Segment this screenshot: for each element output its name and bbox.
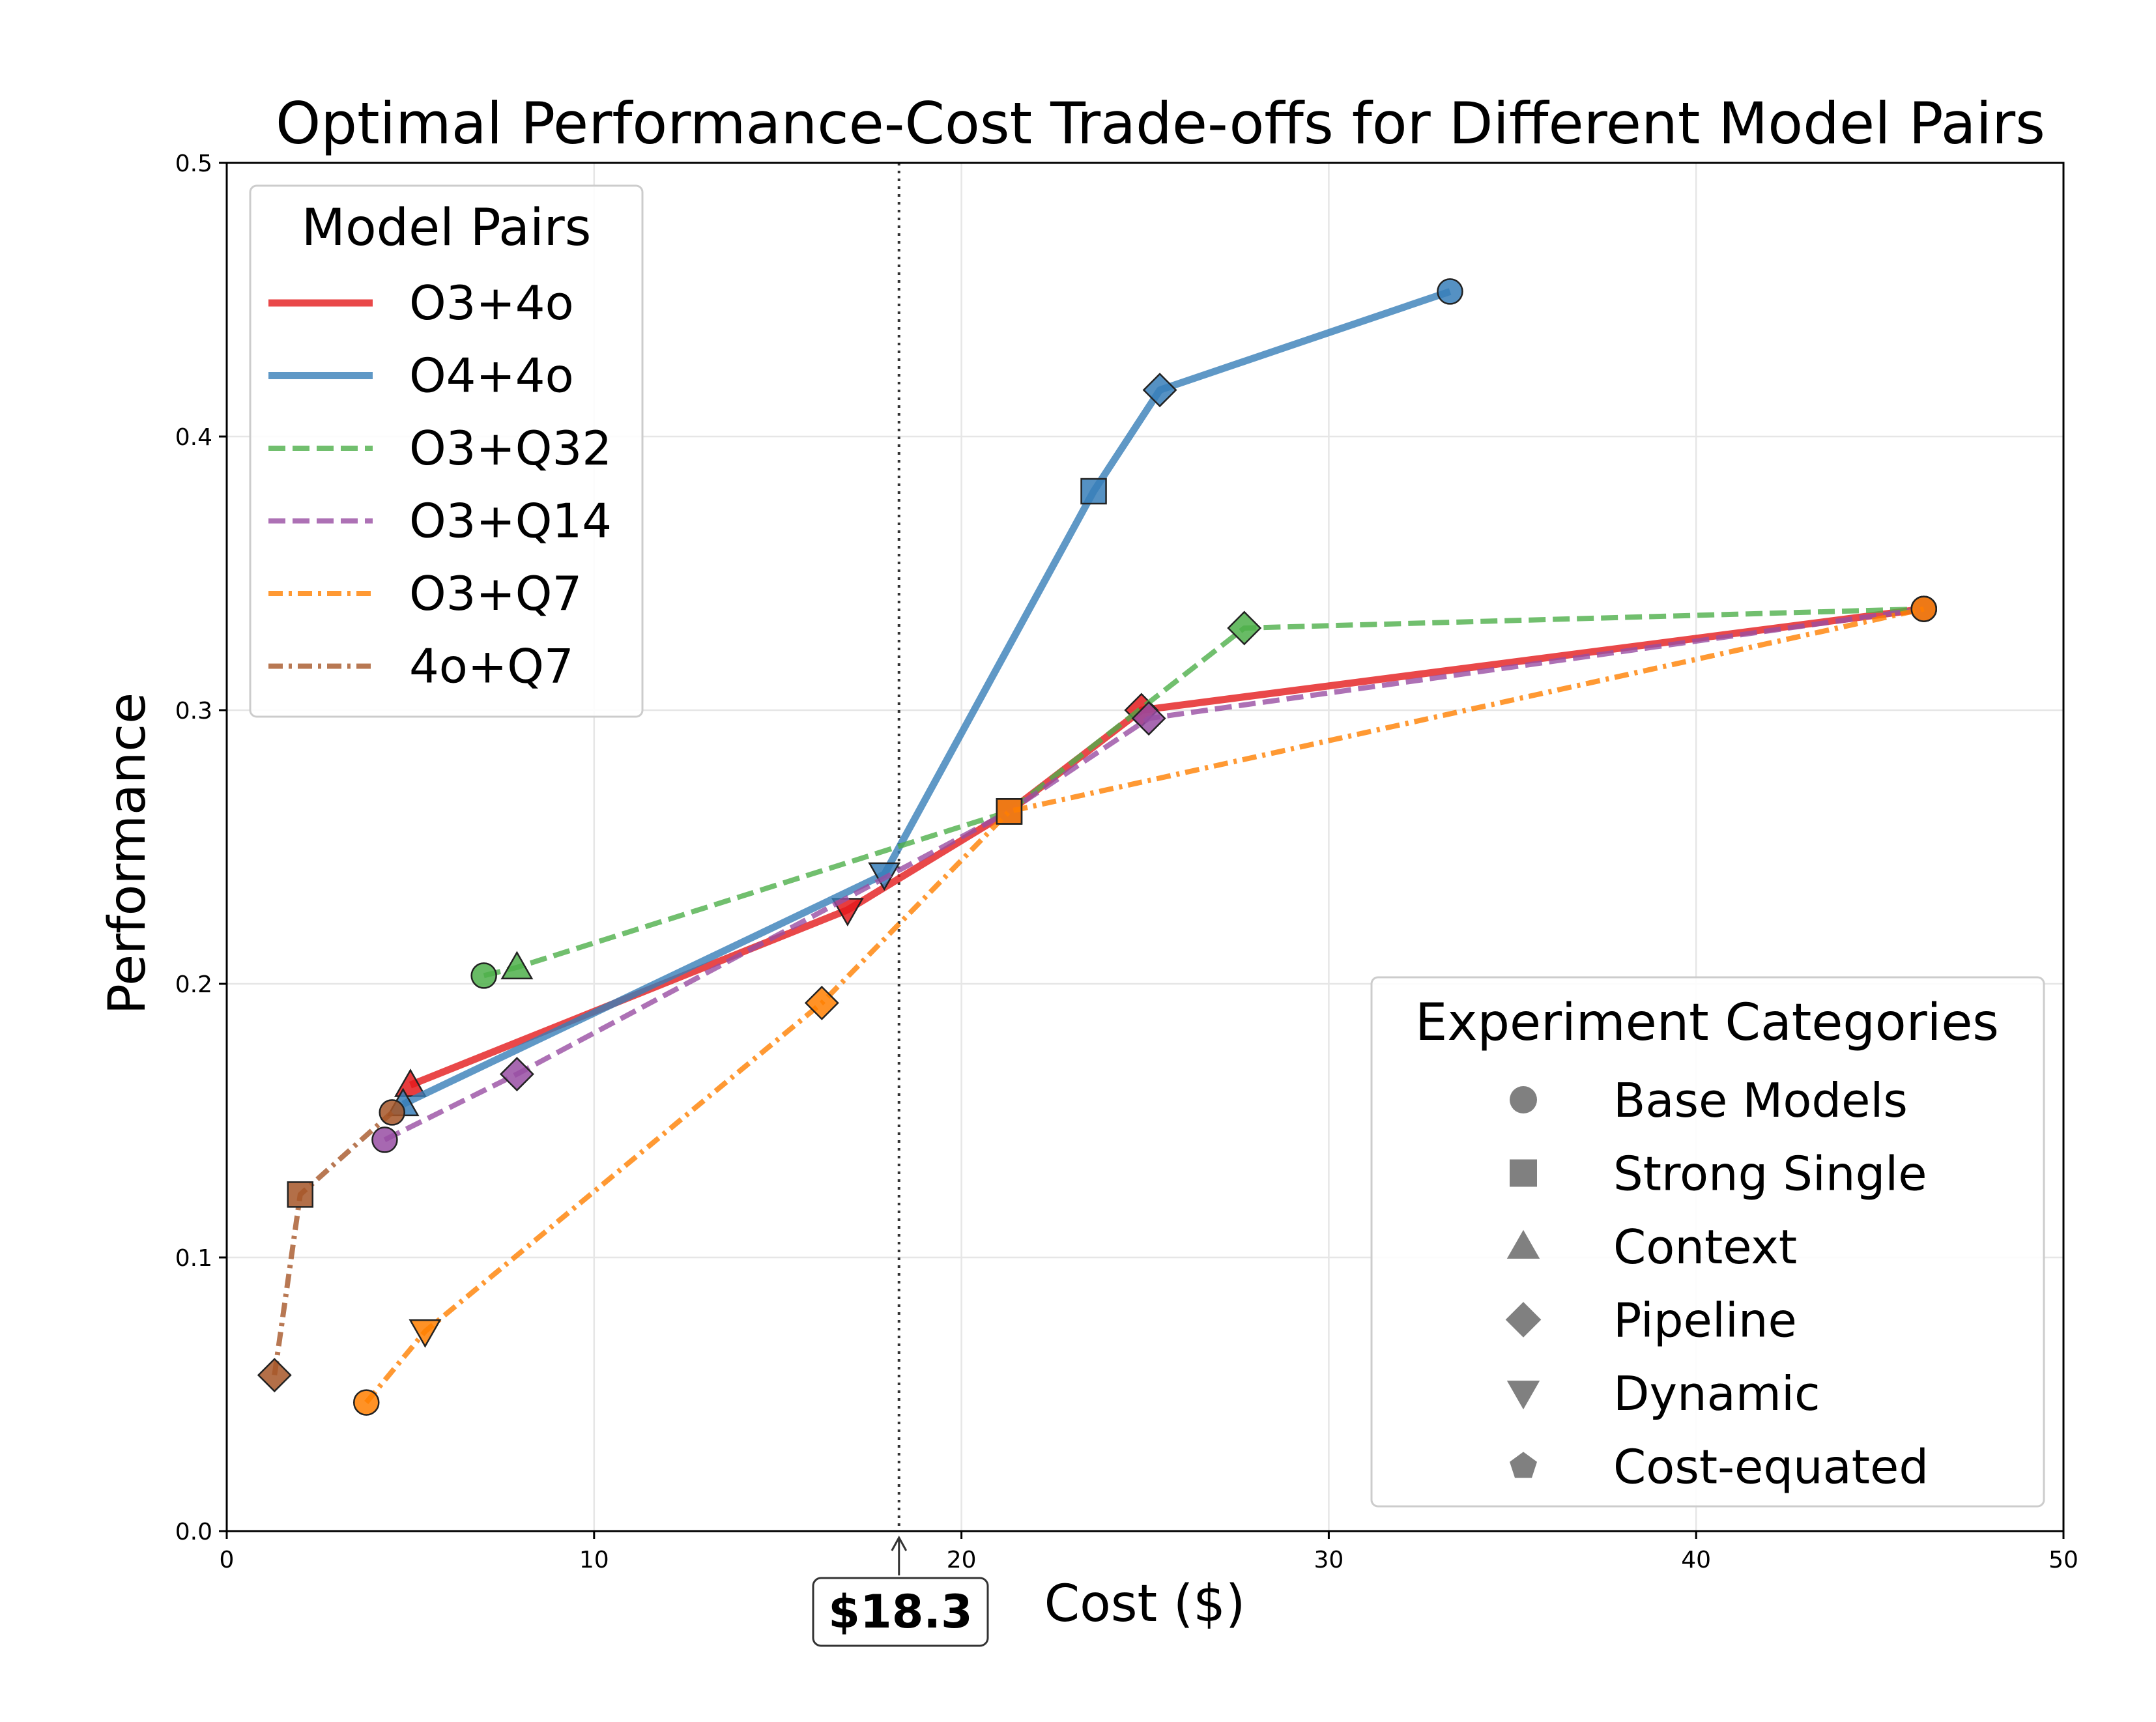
axes: 0 10 20 30 40 50 0.0 0.1 0.2 0.3 0.4 0.5 <box>175 151 2078 1573</box>
data-point <box>257 1358 292 1393</box>
data-point <box>1227 610 1262 646</box>
legend-label: Cost-equated <box>1613 1440 1929 1495</box>
legend-box <box>249 184 644 718</box>
legend-marker <box>1510 1452 1537 1478</box>
data-point <box>1142 373 1177 408</box>
legend-model-pairs: Model Pairs O3+4o O4+4o O3+Q32 O3+Q14 O3+Q7 4o… <box>249 184 644 718</box>
legend-marker <box>1510 1086 1537 1113</box>
x-tick-label: 10 <box>579 1547 609 1573</box>
legend-label: O3+Q14 <box>409 494 612 549</box>
threshold-label-box <box>812 1577 989 1647</box>
data-point <box>470 962 497 989</box>
y-tick-label: 0.5 <box>175 151 212 177</box>
legend-label: O4+4o <box>409 349 574 403</box>
data-point <box>1910 596 1938 622</box>
threshold-label: $18.3 <box>828 1585 972 1639</box>
legend-marker <box>1505 1302 1542 1338</box>
legend-label: Dynamic <box>1613 1366 1820 1421</box>
legend-experiment-categories: Experiment Categories Base Models Strong S… <box>1370 976 2045 1508</box>
plot-frame <box>225 162 2065 1532</box>
legend-label: Strong Single <box>1613 1147 1927 1201</box>
series-O3+Q7 <box>352 596 1938 1416</box>
data-point <box>996 798 1023 825</box>
x-tick-label: 40 <box>1681 1547 1711 1573</box>
data-point <box>1080 478 1107 505</box>
data-point <box>499 1057 534 1092</box>
data-point <box>371 1126 398 1153</box>
legend-label: 4o+Q7 <box>409 639 574 694</box>
legend-label: O3+4o <box>409 276 574 330</box>
legend-label: Base Models <box>1613 1073 1908 1128</box>
series-4o+Q7 <box>257 1099 405 1393</box>
data-point <box>804 985 839 1020</box>
series-line <box>272 1110 394 1376</box>
x-axis-label: Cost ($) <box>1044 1575 1246 1633</box>
x-tick-label: 30 <box>1314 1547 1344 1573</box>
chart-title: Optimal Performance-Cost Trade-offs for … <box>276 90 2045 157</box>
data-point <box>1437 278 1463 305</box>
y-tick-label: 0.0 <box>175 1519 212 1545</box>
series-O3+Q32 <box>470 596 1938 989</box>
data-point <box>409 1319 442 1348</box>
data-point <box>1131 701 1166 736</box>
legend-marker <box>1506 1229 1540 1259</box>
legend-label: O3+Q32 <box>409 421 612 476</box>
series-group <box>257 278 1938 1416</box>
threshold-group: $18.3 <box>812 163 989 1647</box>
y-tick-label: 0.1 <box>175 1245 212 1272</box>
y-tick-label: 0.3 <box>175 698 212 725</box>
legend-title: Experiment Categories <box>1415 994 1999 1052</box>
legend-title: Model Pairs <box>302 199 592 257</box>
data-point <box>352 1389 380 1416</box>
x-tick-label: 50 <box>2048 1547 2078 1573</box>
series-line <box>483 606 1924 979</box>
legend-label: Context <box>1613 1220 1797 1274</box>
threshold-arrowhead <box>891 1535 908 1551</box>
data-point <box>379 1099 405 1126</box>
legend-label: O3+Q7 <box>409 566 582 621</box>
x-tick-label: 20 <box>947 1547 977 1573</box>
legend-label: Pipeline <box>1613 1293 1797 1348</box>
y-axis-label: Performance <box>98 693 157 1014</box>
legend-box <box>1370 976 2045 1508</box>
x-tick-label: 0 <box>220 1547 235 1573</box>
data-point <box>287 1181 314 1208</box>
legend-marker <box>1506 1381 1540 1410</box>
legend-marker <box>1510 1159 1537 1187</box>
y-tick-label: 0.4 <box>175 424 212 451</box>
y-tick-label: 0.2 <box>175 971 212 998</box>
data-point <box>500 951 534 980</box>
